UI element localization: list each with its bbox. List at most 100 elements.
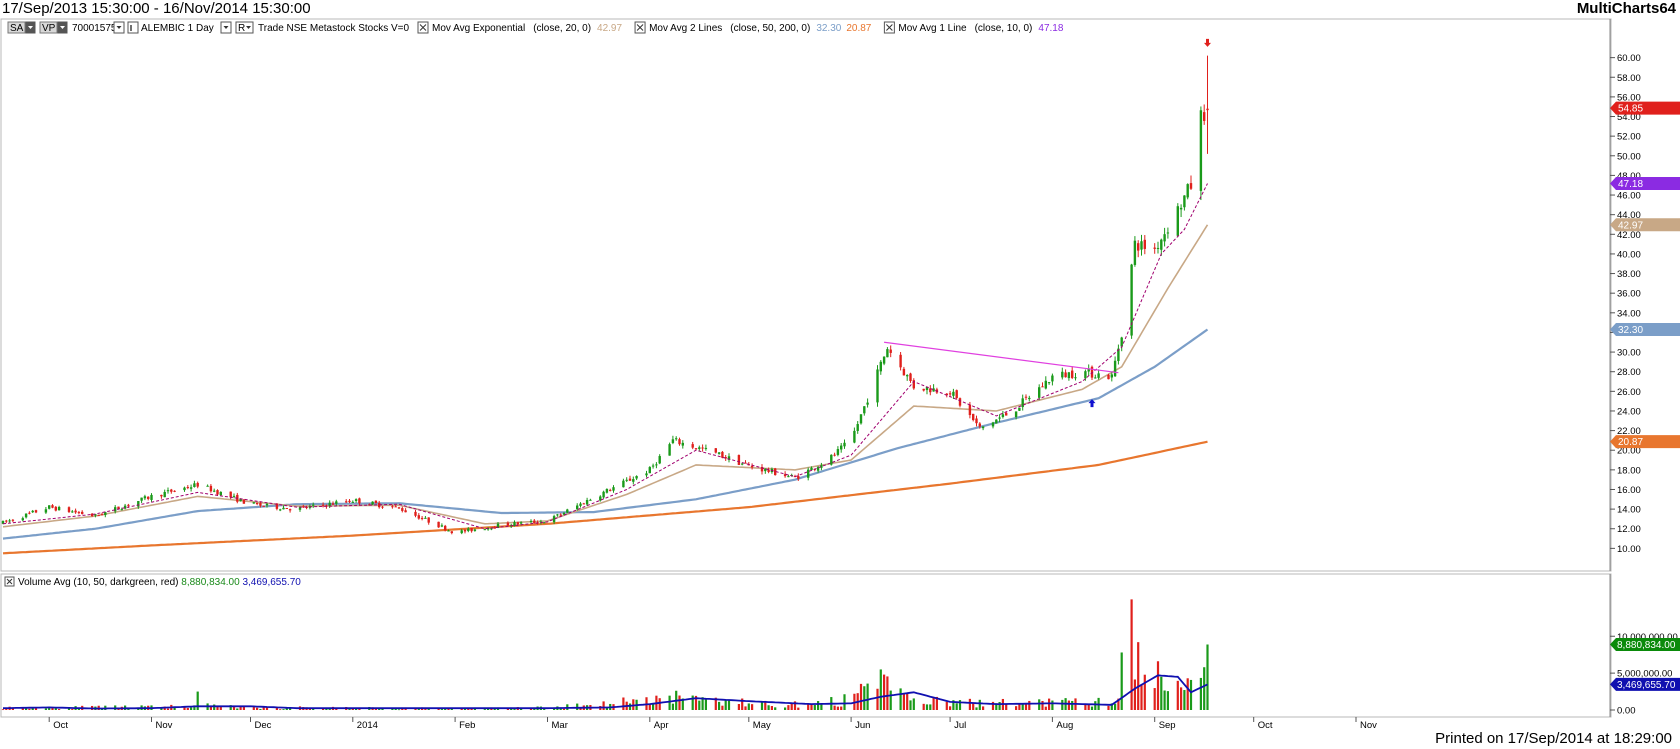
indicator-legend-2[interactable]: Mov Avg 2 Lines (close, 50, 200, 0) 32.30 2… [634,21,872,34]
candle-body [288,509,292,511]
candle [1179,204,1183,218]
vp-button[interactable] [39,21,58,34]
candle [767,467,770,474]
candle [414,510,417,518]
time-tick-label: Feb [459,720,475,731]
volume-axis: 0.00 5,000,000.00 10,000,000.00 [1610,632,1678,717]
volume-bar [209,705,212,710]
volume-bar [1133,679,1136,710]
candle [467,527,470,533]
candle [1199,106,1203,201]
candle [209,484,213,493]
price-badge: 42.97 [1610,218,1680,232]
volume-bar [513,709,516,710]
candle [404,508,407,513]
volume-bar [1024,703,1028,710]
volume-bar [391,708,394,710]
candle-body [496,523,500,529]
candle [1024,394,1028,401]
volume-bar [1,709,5,711]
candle [698,445,701,451]
volume-bar [137,708,140,710]
candle-body [645,473,648,476]
indicator-legend-3[interactable]: Mov Avg 1 Line (close, 10, 0) 47.18 [883,21,1064,34]
instrument-checkbox[interactable] [127,21,139,34]
volume-bar [836,706,839,710]
volume-bar [810,703,813,710]
indicator-name: Mov Avg 2 Lines [649,23,722,34]
candle-body [519,522,523,524]
candle [513,520,516,527]
candle [668,442,671,456]
candle-body [922,388,925,391]
volume-bar [1038,699,1041,710]
volume-bar [652,704,655,710]
candle [490,528,493,531]
price-tick-label: 48.00 [1617,171,1641,182]
volume-bar [51,707,54,710]
volume-bar [256,707,259,710]
candle [424,515,427,519]
candle-body [1061,371,1064,378]
candle-body [331,503,335,505]
candle [229,491,232,500]
candle [556,513,559,517]
candle-body [760,467,764,472]
indicator-legend-1[interactable]: Mov Avg Exponential (close, 20, 0) 42.97 [417,21,622,34]
candle [54,506,57,512]
volume-bar [975,707,978,710]
candle-body [582,503,585,505]
volume-bar [447,708,450,710]
volume-bar [899,688,902,710]
candle-body [275,503,279,509]
candle-body [833,454,836,456]
candle-body [876,369,879,403]
candle-body [265,503,269,506]
volume-bar [5,708,8,710]
candle-body [420,517,424,519]
price-tick-label: 24.00 [1617,406,1641,417]
instrument-menu-button[interactable] [235,21,254,34]
candle-body [717,452,721,454]
trendline[interactable] [884,341,1119,374]
volume-bar [747,703,750,710]
candle [787,474,790,478]
volume-bar [25,708,28,710]
candle [1189,175,1193,191]
price-tick-label: 26.00 [1617,387,1641,398]
volume-bar [886,676,889,710]
candle [866,398,869,408]
volume-bar [648,704,651,710]
candle [1071,366,1074,380]
candle-body [189,487,193,489]
volume-bar [28,708,31,710]
candle [166,487,170,494]
volume-bar [718,701,721,710]
volume-bar [1186,678,1189,710]
last-candle [1206,55,1209,154]
volume-tick-label: 0.00 [1617,706,1636,717]
volume-bar [397,709,401,711]
candle-body [1113,360,1117,377]
candle-body [810,467,813,471]
candle [473,528,477,532]
candle-body [1183,195,1186,208]
candle-body [714,448,717,453]
candle-body [173,490,176,492]
candle-body [952,391,955,396]
candle [213,488,216,493]
candle-body [97,515,100,517]
candle [170,488,173,494]
sma10-line [2,183,1208,530]
candle-body [589,499,592,501]
candle [335,499,338,506]
volume-bar [282,709,285,710]
volume-bar [1041,700,1044,710]
volume-bar [520,708,523,710]
volume-bar [1156,661,1160,710]
candle-body [147,496,150,499]
candle-body [668,444,671,456]
candle-body [186,487,189,489]
sa-button[interactable] [7,21,26,34]
